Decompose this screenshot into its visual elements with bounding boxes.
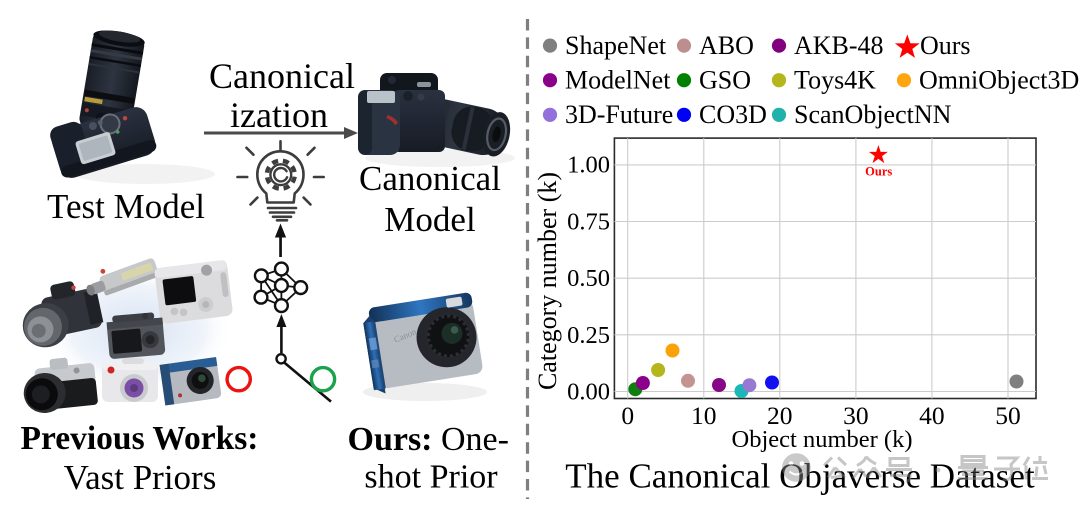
svg-text:AKB-48: AKB-48 [794,31,884,60]
svg-text:Toys4K: Toys4K [794,65,876,94]
svg-text:ABO: ABO [699,31,754,60]
svg-text:ScanObjectNN: ScanObjectNN [794,100,952,129]
svg-text:ModelNet: ModelNet [565,65,671,94]
svg-text:50: 50 [995,401,1021,430]
svg-text:0.00: 0.00 [567,379,610,406]
svg-text:Test Model: Test Model [47,187,205,226]
svg-text:0.25: 0.25 [567,322,610,349]
svg-text:ShapeNet: ShapeNet [565,31,667,60]
svg-text:1.00: 1.00 [567,152,610,179]
svg-text:3D-Future: 3D-Future [565,100,673,129]
svg-text:0.75: 0.75 [567,209,610,236]
svg-text:OmniObject3D: OmniObject3D [919,65,1079,94]
svg-text:40: 40 [919,401,945,430]
svg-text:CO3D: CO3D [699,100,767,129]
svg-text:Model: Model [384,200,476,239]
svg-text:20: 20 [767,401,793,430]
svg-text:Vast Priors: Vast Priors [64,458,217,497]
svg-text:Previous Works:: Previous Works: [21,420,259,457]
svg-text:The Canonical Objaverse Datase: The Canonical Objaverse Dataset [565,457,1035,496]
svg-text:Ours: Ours [865,164,892,178]
svg-text:0.50: 0.50 [567,265,610,292]
svg-text:shot Prior: shot Prior [364,459,498,496]
svg-text:Ours: One-: Ours: One- [348,421,509,458]
svg-text:Category number (k): Category number (k) [533,172,562,390]
svg-text:ization: ization [230,95,328,135]
svg-text:30: 30 [843,401,869,430]
svg-text:Canonical: Canonical [209,56,355,96]
svg-text:Canonical: Canonical [359,159,501,198]
svg-text:0: 0 [621,401,634,430]
svg-text:10: 10 [691,401,717,430]
svg-text:Object number (k): Object number (k) [732,426,913,453]
svg-text:Ours: Ours [920,31,971,60]
svg-text:GSO: GSO [699,65,751,94]
